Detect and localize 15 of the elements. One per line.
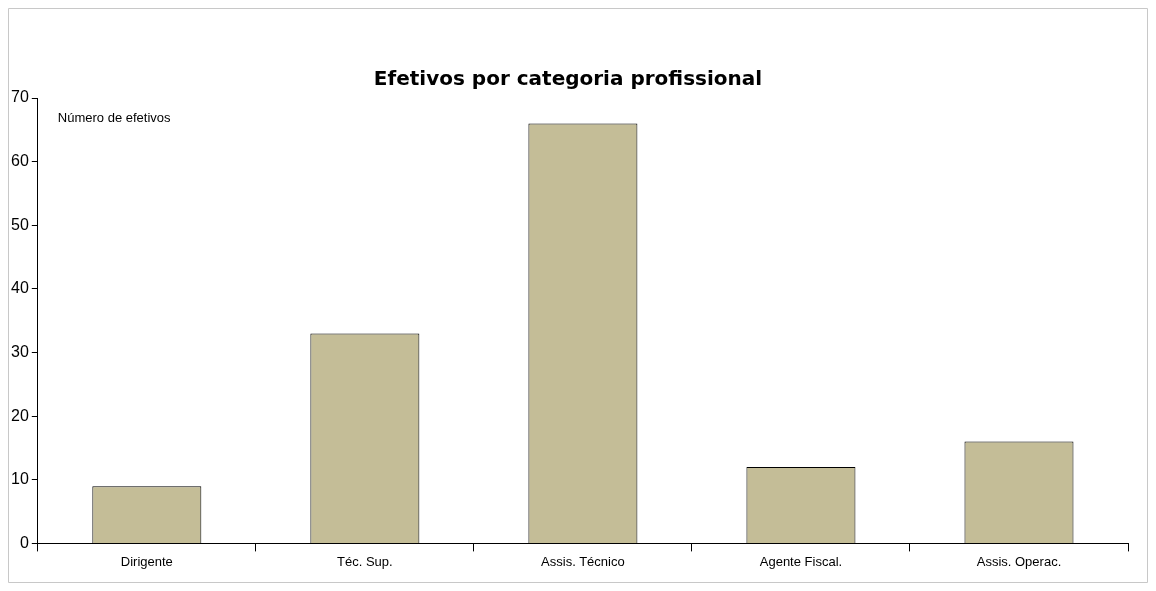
- y-tick-label: 0: [19, 533, 29, 551]
- y-tick-label: 60: [11, 152, 29, 170]
- x-tick-label: Assis. Técnico: [541, 553, 625, 569]
- x-tick-label: Assis. Operac.: [976, 553, 1062, 569]
- x-tick-label: Téc. Sup.: [337, 553, 393, 569]
- x-tick-label: Agente Fiscal.: [759, 553, 843, 569]
- y-tick-label: 30: [11, 342, 29, 360]
- y-tick-label: 10: [11, 470, 29, 488]
- annotation: Número de efetivos: [57, 109, 172, 125]
- x-tick-label: Dirigente: [120, 553, 173, 569]
- chart-title: Efetivos por categoria profissional: [373, 66, 763, 91]
- y-tick-label: 20: [11, 406, 29, 424]
- y-tick-label: 40: [11, 279, 29, 297]
- y-tick-label: 70: [11, 88, 29, 106]
- y-tick-label: 50: [11, 215, 29, 233]
